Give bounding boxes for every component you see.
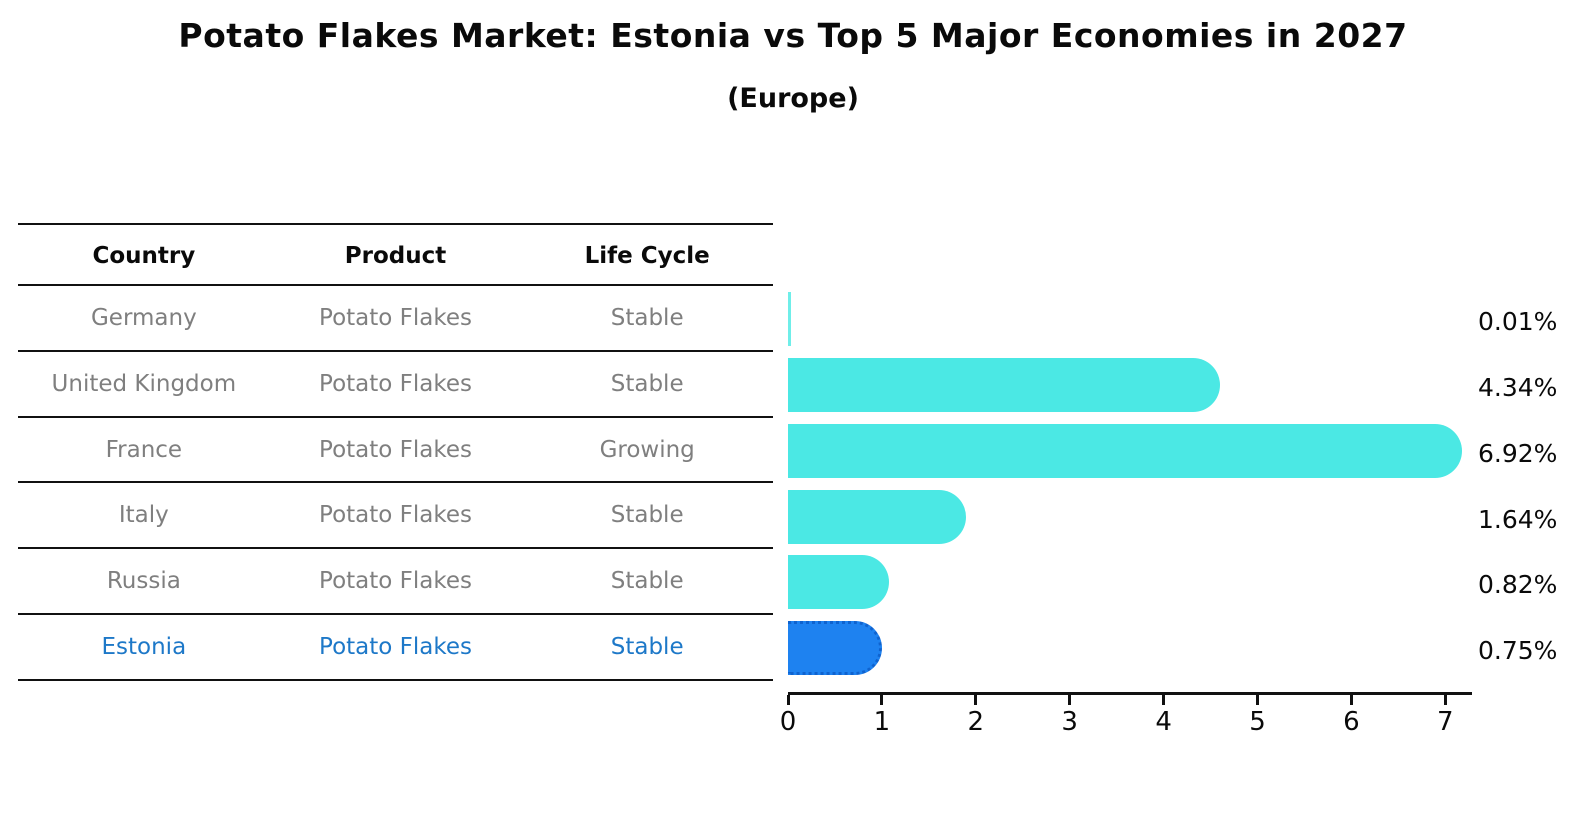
table-cell-country: Estonia: [101, 633, 187, 660]
x-tick-label-2: 2: [967, 707, 985, 737]
table-row: Estonia Potato Flakes Stable: [18, 615, 773, 681]
table-header-row: Country Product Life Cycle: [18, 223, 773, 286]
x-tick-mark-7: [1443, 695, 1447, 705]
x-tick-mark-5: [1256, 695, 1259, 705]
bar-france: [788, 424, 1462, 478]
bar-germany: [788, 292, 791, 346]
table-body: Germany Potato Flakes Stable United King…: [18, 286, 773, 681]
x-tick-label-6: 6: [1343, 707, 1360, 737]
x-tick-label-1: 1: [873, 707, 891, 737]
bar-italy: [788, 490, 966, 544]
table-cell-life-cycle: Stable: [610, 305, 684, 331]
chart-title: Potato Flakes Market: Estonia vs Top 5 M…: [178, 16, 1408, 55]
x-tick-mark-3: [1068, 695, 1072, 705]
table-header-country: Country: [92, 243, 196, 269]
bar-estonia: [788, 621, 882, 675]
table-cell-life-cycle: Stable: [610, 568, 684, 595]
table-cell-product: Potato Flakes: [319, 436, 472, 463]
table-cell-product: Potato Flakes: [319, 305, 472, 331]
value-label-united-kingdom: 4.34%: [1478, 373, 1558, 402]
x-tick-label-5: 5: [1249, 707, 1266, 737]
x-tick-label-4: 4: [1155, 707, 1172, 737]
table-cell-country: France: [105, 436, 183, 463]
table-header-product: Product: [344, 243, 447, 269]
table-cell-country: Italy: [118, 502, 169, 529]
value-label-russia: 0.82%: [1478, 570, 1558, 599]
value-label-france: 6.92%: [1478, 439, 1558, 468]
table-cell-product: Potato Flakes: [319, 568, 472, 595]
table-cell-product: Potato Flakes: [319, 502, 472, 529]
bar-russia: [788, 555, 889, 609]
table-row: United Kingdom Potato Flakes Stable: [18, 352, 773, 418]
value-label-germany: 0.01%: [1478, 307, 1558, 336]
bar-united-kingdom: [788, 358, 1220, 412]
table-cell-country: Germany: [90, 305, 197, 331]
table-cell-product: Potato Flakes: [319, 370, 472, 397]
x-axis-line: [788, 692, 1472, 695]
table-cell-life-cycle: Stable: [610, 370, 684, 397]
table-row: Russia Potato Flakes Stable: [18, 549, 773, 615]
table-row: Germany Potato Flakes Stable: [18, 286, 773, 352]
x-tick-mark-6: [1349, 695, 1353, 705]
value-label-estonia: 0.75%: [1478, 636, 1558, 665]
country-table: Country Product Life Cycle Germany Potat…: [18, 223, 773, 681]
table-row: Italy Potato Flakes Stable: [18, 483, 773, 550]
x-tick-mark-0: [786, 695, 790, 705]
x-tick-mark-1: [880, 695, 884, 705]
x-tick-label-0: 0: [779, 707, 797, 737]
table-header-life-cycle: Life Cycle: [584, 243, 710, 269]
x-tick-mark-2: [974, 695, 978, 705]
table-cell-country: Russia: [106, 568, 181, 595]
x-tick-mark-4: [1162, 695, 1166, 705]
table-row: France Potato Flakes Growing: [18, 418, 773, 484]
chart-subtitle: (Europe): [727, 83, 859, 114]
table-cell-life-cycle: Growing: [599, 436, 695, 463]
x-tick-label-7: 7: [1437, 707, 1454, 737]
x-tick-label-3: 3: [1061, 707, 1078, 737]
value-label-italy: 1.64%: [1478, 505, 1558, 534]
table-cell-product: Potato Flakes: [319, 633, 472, 660]
table-cell-life-cycle: Stable: [610, 502, 684, 529]
table-cell-country: United Kingdom: [51, 370, 237, 397]
table-cell-life-cycle: Stable: [610, 633, 684, 660]
